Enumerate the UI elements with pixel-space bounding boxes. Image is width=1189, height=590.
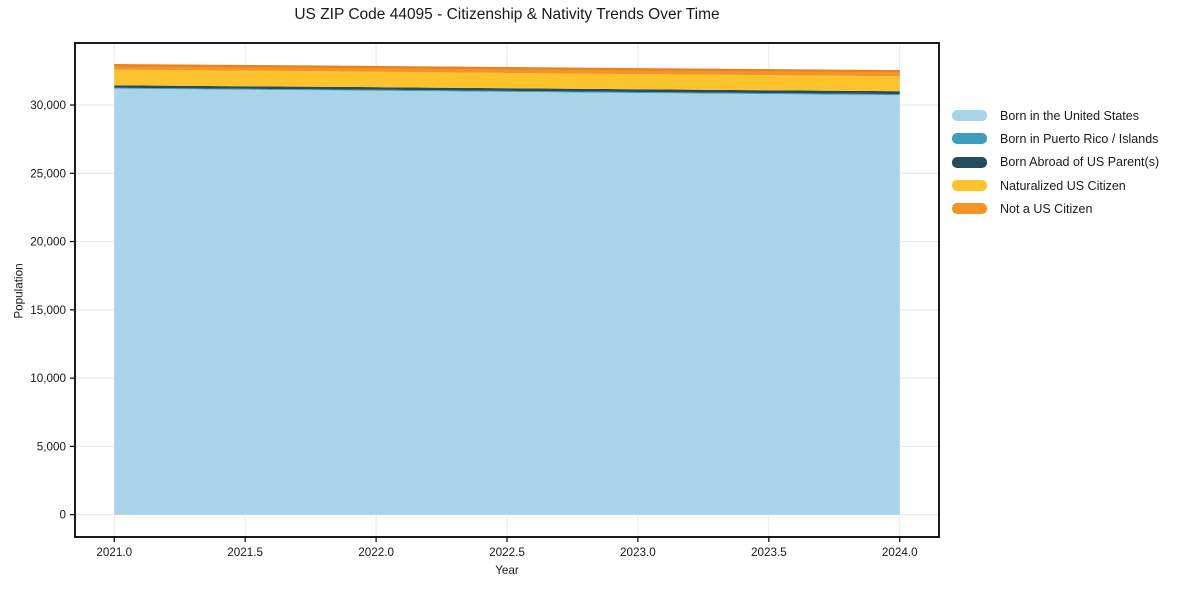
area-born-in-the-united-states (114, 88, 900, 515)
chart-title: US ZIP Code 44095 - Citizenship & Nativi… (294, 6, 720, 23)
legend-item-naturalized-us-citizen: Naturalized US Citizen (952, 174, 1159, 197)
area-born-in-puerto-rico-islands (114, 87, 900, 96)
legend-swatch-naturalized-us-citizen (952, 180, 987, 192)
y-tick-label: 25,000 (30, 167, 66, 180)
legend-swatch-born-in-puerto-rico-islands (952, 133, 987, 145)
legend-swatch-born-in-the-united-states (952, 110, 987, 122)
x-tick-label: 2021.5 (227, 546, 263, 559)
area-born-abroad-of-us-parent-s (114, 85, 900, 95)
area-naturalized-us-citizen (114, 69, 900, 92)
x-tick-label: 2022.0 (358, 546, 394, 559)
x-tick-label: 2021.0 (96, 546, 132, 559)
area-not-a-us-citizen (114, 65, 900, 77)
y-tick-label: 15,000 (30, 304, 66, 317)
stack-top-edge-line (114, 64, 900, 73)
legend-label: Born in Puerto Rico / Islands (1000, 131, 1159, 146)
legend-item-born-in-the-united-states: Born in the United States (952, 104, 1159, 127)
x-tick-label: 2023.0 (620, 546, 656, 559)
legend-item-not-a-us-citizen: Not a US Citizen (952, 197, 1159, 220)
legend-item-born-in-puerto-rico-islands: Born in Puerto Rico / Islands (952, 127, 1159, 150)
x-tick-label: 2024.0 (882, 546, 918, 559)
x-axis-label: Year (495, 564, 519, 577)
legend-label: Born in the United States (1000, 108, 1139, 123)
y-tick-label: 0 (59, 509, 66, 522)
y-tick-label: 5,000 (37, 440, 67, 453)
y-tick-label: 30,000 (30, 99, 66, 112)
y-tick-label: 10,000 (30, 372, 66, 385)
legend-item-born-abroad-of-us-parent-s: Born Abroad of US Parent(s) (952, 151, 1159, 174)
x-tick-label: 2023.5 (751, 546, 787, 559)
legend-label: Born Abroad of US Parent(s) (1000, 155, 1160, 170)
legend-swatch-not-a-us-citizen (952, 203, 987, 215)
legend-label: Naturalized US Citizen (1000, 178, 1126, 193)
legend-label: Not a US Citizen (1000, 201, 1093, 216)
x-tick-label: 2022.5 (489, 546, 525, 559)
y-axis-label: Population (12, 263, 26, 319)
legend: Born in the United States Born in Puerto … (952, 104, 1159, 220)
y-tick-label: 20,000 (30, 236, 66, 249)
legend-swatch-born-abroad-of-us-parent-s (952, 156, 987, 168)
